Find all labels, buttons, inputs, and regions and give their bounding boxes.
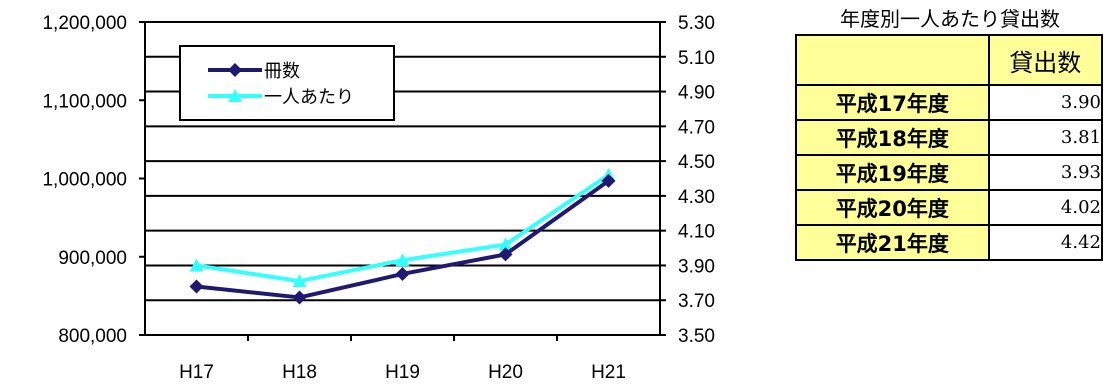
table-header-value: 貸出数: [987, 34, 1104, 86]
legend-box: [179, 45, 395, 121]
row-label: 平成21年度: [795, 224, 990, 261]
right-axis-tick-label: 5.30: [678, 13, 715, 34]
row-value: 3.81: [987, 119, 1104, 156]
x-axis-tick-label: H18: [282, 362, 317, 383]
x-axis-tick-label: H17: [179, 362, 214, 383]
table-header-row: 貸出数: [795, 34, 1104, 86]
diamond-marker: [498, 247, 513, 262]
table-row: 平成17年度 3.90: [795, 84, 1104, 121]
diamond-marker: [395, 266, 410, 281]
row-label: 平成20年度: [795, 189, 990, 226]
x-axis-tick-label: H20: [488, 362, 523, 383]
triangle-marker: [292, 274, 307, 288]
table-header-empty-cell: [795, 34, 990, 86]
line-chart: 800,000 900,000 1,000,000 1,100,000 1,200,00…: [42, 13, 715, 383]
row-value: 3.93: [987, 154, 1104, 191]
right-axis-tick-label: 4.30: [678, 187, 715, 208]
row-label: 平成19年度: [795, 154, 990, 191]
right-axis-tick-label: 3.90: [678, 256, 715, 277]
legend-label: 一人あたり: [264, 87, 354, 108]
x-axis-tick-label: H19: [385, 362, 420, 383]
table-row: 平成19年度 3.93: [795, 154, 1104, 191]
left-axis-tick-label: 1,100,000: [42, 91, 127, 112]
triangle-marker: [189, 258, 204, 272]
row-label: 平成18年度: [795, 119, 990, 156]
row-value: 4.42: [987, 224, 1104, 261]
diamond-marker: [228, 63, 242, 77]
x-axis-tick-label: H21: [591, 362, 626, 383]
triangle-marker: [498, 237, 513, 251]
row-value: 3.90: [987, 84, 1104, 121]
right-axis-tick-label: 4.10: [678, 222, 715, 243]
right-axis-tick-label: 3.70: [678, 291, 715, 312]
right-axis-tick-label: 4.70: [678, 117, 715, 138]
table-row: 平成18年度 3.81: [795, 119, 1104, 156]
right-axis-tick-label: 3.50: [678, 326, 715, 347]
right-axis-tick-label: 5.10: [678, 48, 715, 69]
table-title: 年度別一人あたり貸出数: [840, 7, 1060, 31]
left-axis-tick-label: 800,000: [58, 326, 127, 347]
right-axis-tick-label: 4.90: [678, 83, 715, 104]
left-axis-tick-label: 1,000,000: [42, 170, 127, 191]
table-row: 平成20年度 4.02: [795, 189, 1104, 226]
row-value: 4.02: [987, 189, 1104, 226]
triangle-marker: [228, 89, 242, 102]
lending-table: 貸出数 平成17年度 3.90 平成18年度 3.81 平成19年度 3.93 …: [795, 34, 1104, 261]
diamond-marker: [292, 290, 307, 305]
row-label: 平成17年度: [795, 84, 990, 121]
diamond-marker: [189, 279, 204, 294]
right-axis-tick-label: 4.50: [678, 152, 715, 173]
legend-label: 冊数: [264, 61, 300, 82]
triangle-marker: [395, 253, 410, 267]
table-row: 平成21年度 4.42: [795, 224, 1104, 261]
diamond-marker: [601, 173, 616, 188]
left-axis-tick-label: 900,000: [58, 248, 127, 269]
left-axis-tick-label: 1,200,000: [42, 13, 127, 34]
